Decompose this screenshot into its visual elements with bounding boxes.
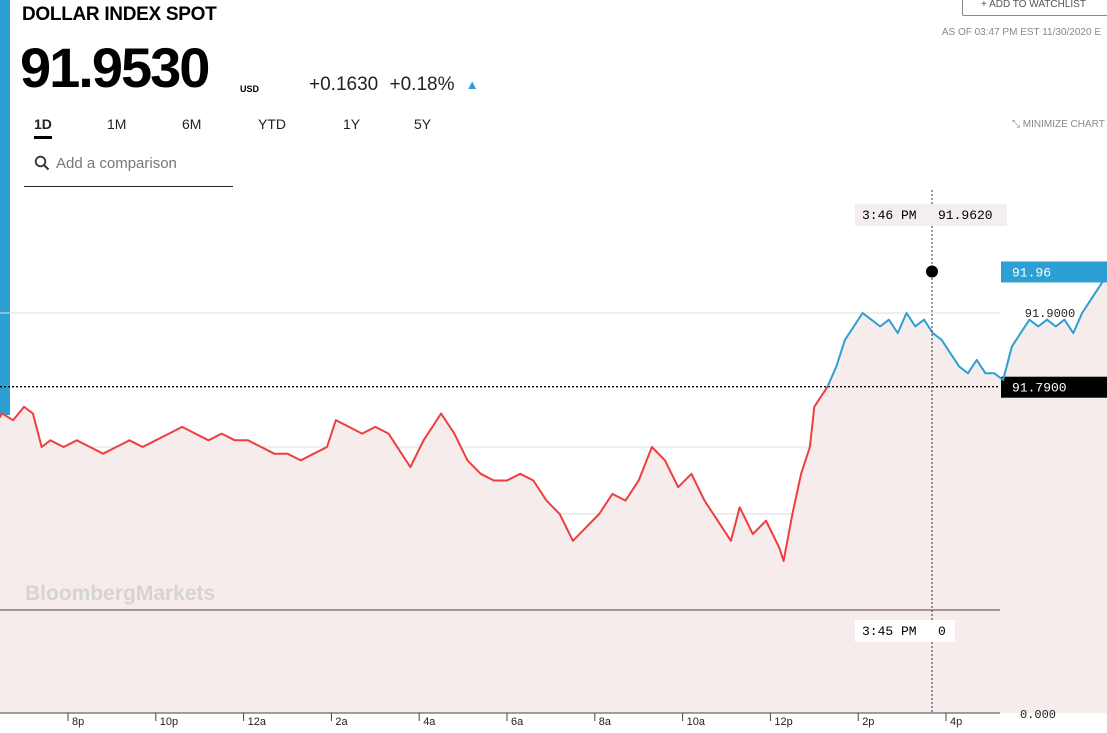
series-line-above-close [826, 273, 1107, 388]
x-tick-label: 2p [862, 716, 874, 728]
crosshair-label-box [855, 204, 1007, 226]
change-percent: +0.18% [389, 74, 455, 95]
x-tick-label: 8a [599, 716, 612, 728]
as-of-timestamp: AS OF 03:47 PM EST 11/30/2020 E [941, 27, 1101, 38]
price-chart: 91.900091.700091.6000BloombergMarkets91.… [0, 190, 1107, 728]
comparison-search-input[interactable] [54, 154, 233, 173]
tab-ytd[interactable]: YTD [258, 116, 286, 132]
y-tick-label: 91.9000 [1025, 307, 1075, 321]
tab-6m[interactable]: 6M [182, 116, 202, 132]
x-tick-label: 4a [423, 716, 436, 728]
up-arrow-icon: ▲ [465, 77, 479, 92]
x-tick-label: 10a [687, 716, 706, 728]
tab-1m[interactable]: 1M [107, 116, 127, 132]
tab-5y[interactable]: 5Y [414, 116, 432, 132]
series-line-below-close [0, 386, 829, 562]
add-to-watchlist-button[interactable]: + ADD TO WATCHLIST [962, 0, 1107, 16]
plus-icon: + [981, 0, 987, 10]
currency-label: USD [240, 84, 260, 94]
last-point-marker [926, 265, 938, 278]
last-value-label: 91.96 [1012, 265, 1051, 280]
last-value-badge [1001, 261, 1107, 283]
accent-bar [0, 0, 10, 415]
change-value: +0.1630 [309, 74, 379, 95]
x-tick-label: 10p [160, 716, 178, 728]
minimize-chart-label: MINIMIZE CHART [1022, 119, 1105, 130]
crosshair-time: 3:46 PM [862, 208, 917, 223]
previous-close-badge [1001, 376, 1107, 398]
add-to-watchlist-label: ADD TO WATCHLIST [989, 0, 1086, 10]
x-tick-label: 8p [72, 716, 84, 728]
volume-crosshair-box [855, 620, 955, 642]
collapse-arrows-icon: ⤡ [1012, 119, 1020, 130]
crosshair-value: 91.9620 [938, 208, 993, 223]
x-tick-label: 12a [248, 716, 267, 728]
tab-1y[interactable]: 1Y [343, 116, 361, 132]
volume-crosshair-time: 3:45 PM [862, 624, 917, 639]
previous-close-label: 91.7900 [1012, 381, 1067, 396]
x-tick-label: 12p [774, 716, 792, 728]
page-title: DOLLAR INDEX SPOT [22, 4, 217, 25]
price-value: 91.9530 [20, 36, 210, 99]
volume-crosshair-value: 0 [938, 624, 946, 639]
x-tick-label: 2a [335, 716, 348, 728]
comparison-search [24, 146, 233, 187]
tab-1d[interactable]: 1D [34, 116, 52, 139]
search-icon [34, 155, 50, 171]
area-fill [0, 274, 1107, 610]
volume-axis-label: 0.000 [1020, 708, 1056, 722]
x-tick-label: 4p [950, 716, 962, 728]
watermark: BloombergMarkets [25, 582, 215, 605]
minimize-chart-button[interactable]: ⤡ MINIMIZE CHART [1012, 119, 1107, 130]
x-tick-label: 6a [511, 716, 524, 728]
price-change: +0.1630 +0.18% ▲ [309, 74, 485, 96]
